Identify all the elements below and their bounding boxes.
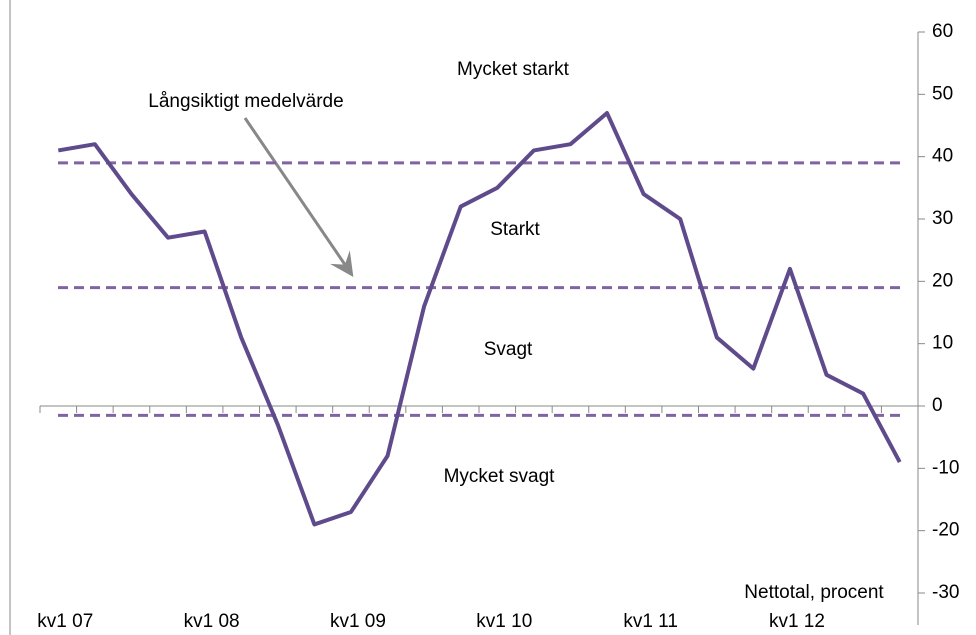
- y-tick-label: 20: [932, 270, 953, 291]
- y-tick-label: 60: [932, 21, 953, 42]
- data-line: [57, 111, 902, 527]
- y-tick-label: -10: [932, 457, 959, 478]
- y-tick-label: -20: [932, 520, 959, 541]
- annotation: Långsiktigt medelvärde: [148, 91, 343, 112]
- x-tick-label: kv1 07: [37, 611, 93, 632]
- y-tick-label: 50: [932, 83, 953, 104]
- y-tick-label: 10: [932, 333, 953, 354]
- x-tick-label: kv1 08: [184, 611, 240, 632]
- annotation: Starkt: [490, 219, 540, 240]
- x-tick-label: kv1 10: [476, 611, 532, 632]
- annotation: Svagt: [484, 339, 533, 360]
- annotation-arrow: [243, 117, 354, 277]
- annotation: Mycket starkt: [457, 59, 570, 80]
- y-tick-label: 40: [932, 146, 953, 167]
- x-tick-label: kv1 11: [623, 611, 678, 632]
- annotation: Mycket svagt: [444, 466, 556, 487]
- annotation: Nettotal, procent: [744, 582, 884, 603]
- y-tick-label: -30: [932, 582, 959, 603]
- y-tick-label: 30: [932, 208, 953, 229]
- x-tick-label: kv1 12: [769, 611, 825, 632]
- y-tick-label: 0: [932, 395, 943, 416]
- x-tick-label: kv1 09: [330, 611, 386, 632]
